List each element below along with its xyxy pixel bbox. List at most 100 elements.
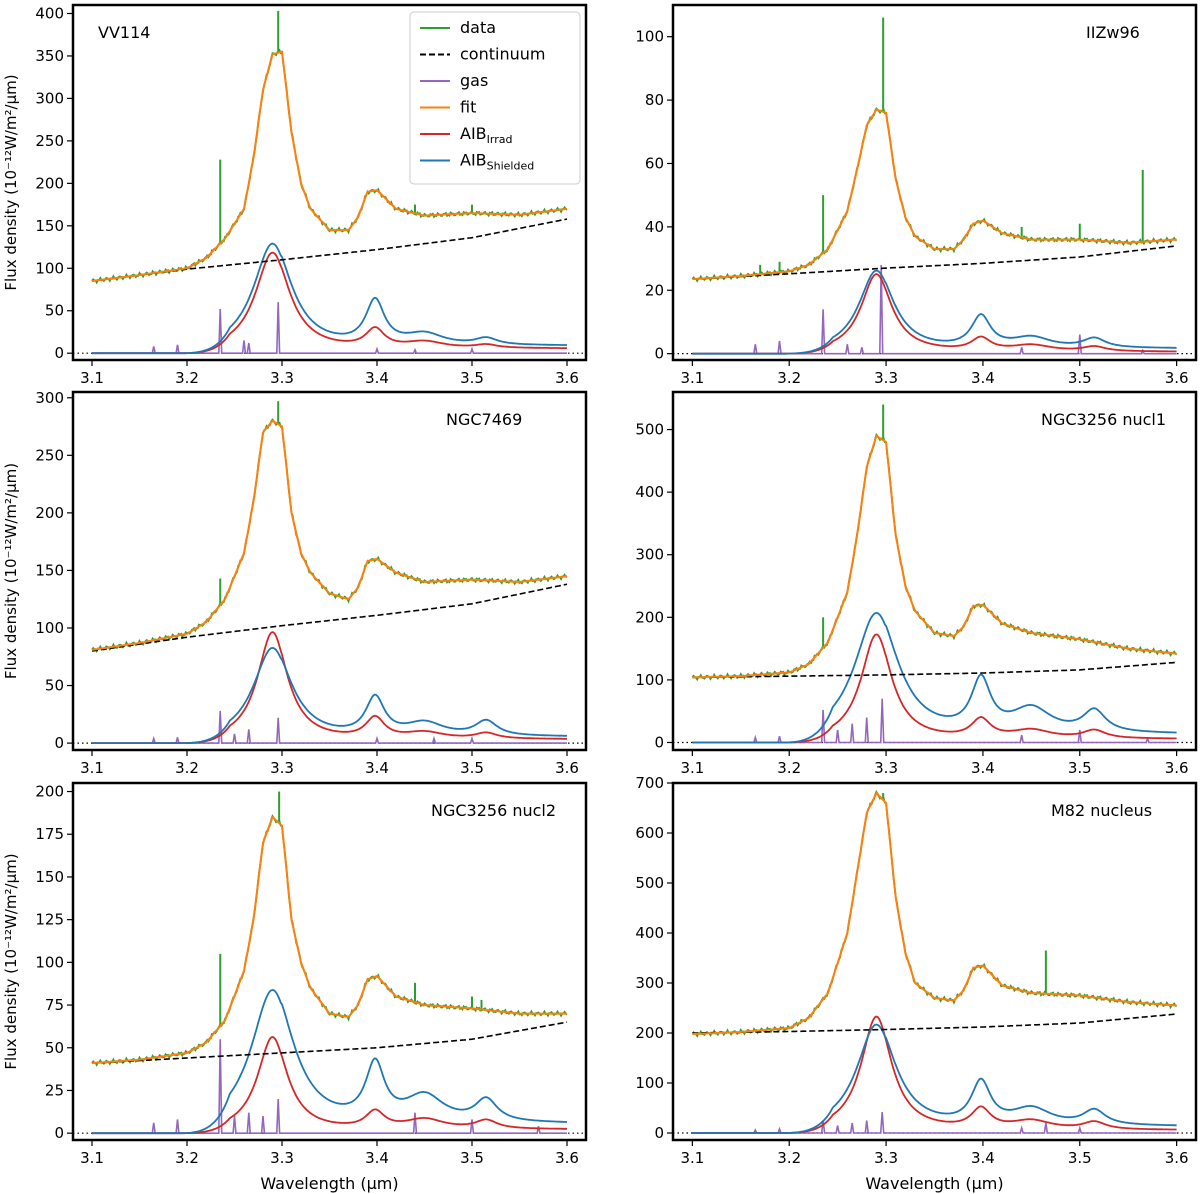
y-tick-label: 200: [635, 1024, 664, 1042]
y-tick-label: 50: [45, 1039, 64, 1057]
y-tick-label: 0: [654, 345, 664, 363]
y-tick-label: 100: [635, 1074, 664, 1092]
y-tick-label: 400: [635, 924, 664, 942]
y-tick-label: 250: [35, 132, 64, 150]
x-tick-label: 3.1: [80, 759, 104, 777]
panel-title: NGC7469: [446, 410, 522, 429]
y-tick-label: 350: [35, 47, 64, 65]
y-tick-label: 0: [54, 344, 64, 362]
y-tick-label: 80: [645, 91, 664, 109]
x-tick-label: 3.1: [680, 759, 704, 777]
panel-title: M82 nucleus: [1051, 801, 1152, 820]
series-aib-irrad: [92, 631, 567, 744]
x-tick-label: 3.3: [270, 759, 294, 777]
x-tick-label: 3.3: [270, 369, 294, 387]
panel-frame: [671, 3, 1198, 362]
x-tick-label: 3.1: [680, 1149, 704, 1167]
series-gas: [92, 710, 567, 744]
y-tick-label: 500: [635, 421, 664, 439]
legend-label-irrad: AIBIrrad: [460, 124, 512, 146]
legend-label-fit: fit: [460, 98, 476, 117]
plot-area: [673, 17, 1196, 355]
x-tick-label: 3.2: [777, 369, 801, 387]
series-data: [691, 432, 1178, 682]
panel-title: NGC3256 nucl2: [431, 801, 556, 820]
series-continuum: [91, 218, 568, 282]
y-tick-label: 200: [35, 504, 64, 522]
y-tick-label: 175: [35, 825, 64, 843]
x-tick-label: 3.3: [270, 1149, 294, 1167]
series-fit: [91, 50, 568, 282]
y-tick-label: 300: [635, 974, 664, 992]
panel-frame: [671, 781, 1198, 1142]
legend-box: [409, 11, 581, 185]
y-axis-label: Flux density (10⁻¹²W/m²/μm): [2, 463, 20, 679]
panel-frame: [671, 390, 1198, 752]
x-tick-label: 3.2: [777, 1149, 801, 1167]
plot-area: [73, 401, 586, 744]
y-tick-label: 50: [45, 677, 64, 695]
x-tick-label: 3.4: [971, 1149, 995, 1167]
series-aib-shielded: [92, 646, 567, 744]
x-tick-label: 3.6: [1165, 759, 1189, 777]
x-tick-label: 3.2: [175, 369, 199, 387]
series-aib-irrad: [92, 251, 567, 355]
y-tick-label: 300: [35, 389, 64, 407]
x-tick-label: 3.4: [971, 369, 995, 387]
panel-title: NGC3256 nucl1: [1041, 410, 1166, 429]
y-tick-label: 0: [654, 1124, 664, 1142]
y-tick-label: 400: [635, 483, 664, 501]
y-tick-label: 0: [654, 733, 664, 751]
series-fit: [91, 419, 568, 651]
y-tick-label: 50: [45, 302, 64, 320]
x-tick-label: 3.3: [874, 1149, 898, 1167]
y-tick-label: 200: [35, 783, 64, 801]
y-tick-label: 500: [635, 874, 664, 892]
y-tick-label: 150: [35, 561, 64, 579]
y-tick-label: 250: [35, 446, 64, 464]
panel-3: 3.1 3.2 3.3 3.4 3.5 3.6 0 50 100 150 200 250 300 NGC7…: [2, 389, 588, 777]
series-aib-irrad: [692, 1015, 1177, 1134]
x-tick-label: 3.4: [365, 759, 389, 777]
x-tick-label: 3.6: [1165, 369, 1189, 387]
x-tick-label: 3.5: [460, 1149, 484, 1167]
x-tick-label: 3.1: [80, 369, 104, 387]
y-tick-label: 60: [645, 154, 664, 172]
y-tick-label: 100: [35, 953, 64, 971]
y-tick-label: 0: [54, 734, 64, 752]
y-tick-label: 300: [635, 546, 664, 564]
y-tick-label: 600: [635, 824, 664, 842]
plot-area: [73, 10, 586, 355]
panel-2: 3.1 3.2 3.3 3.4 3.5 3.6 0 20 40 60 80 100 IIZw96: [635, 3, 1198, 387]
panel-frame: [71, 781, 588, 1142]
y-tick-label: 200: [35, 174, 64, 192]
panel-frame: [71, 390, 588, 752]
panel-title: IIZw96: [1086, 23, 1140, 42]
y-tick-label: 150: [35, 868, 64, 886]
x-tick-label: 3.2: [175, 759, 199, 777]
x-tick-label: 3.1: [80, 1149, 104, 1167]
x-axis-label: Wavelength (μm): [260, 1174, 398, 1193]
legend-label-data: data: [460, 18, 496, 37]
series-aib-irrad: [692, 633, 1177, 744]
series-fit: [91, 815, 567, 1065]
y-axis-label: Flux density (10⁻¹²W/m²/μm): [2, 74, 20, 290]
x-axis-label: Wavelength (μm): [865, 1174, 1003, 1193]
series-aib-shielded: [692, 1023, 1177, 1134]
plot-area: [673, 404, 1196, 744]
x-tick-label: 3.3: [874, 369, 898, 387]
legend-label-shielded: AIBShielded: [460, 151, 534, 173]
y-tick-label: 100: [35, 619, 64, 637]
y-tick-label: 100: [635, 28, 664, 46]
x-tick-label: 3.2: [175, 1149, 199, 1167]
legend: data continuum gas fit AIBIrrad AIBShielded: [409, 11, 581, 185]
x-tick-label: 3.4: [971, 759, 995, 777]
series-aib-irrad: [92, 1036, 567, 1135]
y-tick-label: 100: [35, 259, 64, 277]
x-tick-label: 3.6: [555, 369, 579, 387]
x-tick-label: 3.4: [365, 1149, 389, 1167]
plot-area: [73, 791, 586, 1135]
series-gas: [92, 1039, 567, 1134]
series-continuum: [91, 583, 568, 652]
x-tick-label: 3.5: [1068, 1149, 1092, 1167]
